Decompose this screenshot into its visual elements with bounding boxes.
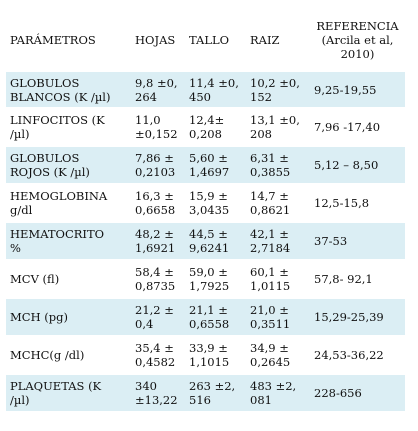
row-tallo: 59,0 ± 1,7925: [185, 261, 246, 297]
row-parameter: MCV (fl): [6, 261, 131, 297]
row-referencia: 12,5-15,8: [310, 185, 405, 221]
row-tallo: 11,4 ±0, 450: [185, 72, 246, 107]
header-parametros: PARÁMETROS: [6, 10, 131, 70]
row-parameter: HEMOGLOBINA g/dl: [6, 185, 131, 221]
row-parameter: GLOBULOS BLANCOS (K /µl): [6, 72, 131, 107]
table-row: PLAQUETAS (K /µl) 340 ±13,22 263 ±2, 516…: [6, 375, 405, 411]
row-referencia: 57,8- 92,1: [310, 261, 405, 297]
row-tallo: 5,60 ± 1,4697: [185, 147, 246, 183]
table-row: MCH (pg) 21,2 ± 0,4 21,1 ± 0,6558 21,0 ±…: [6, 299, 405, 335]
table-row: MCV (fl) 58,4 ± 0,8735 59,0 ± 1,7925 60,…: [6, 261, 405, 297]
row-tallo: 44,5 ± 9,6241: [185, 223, 246, 259]
row-hojas: 48,2 ± 1,6921: [131, 223, 185, 259]
parameters-table: PARÁMETROS HOJAS TALLO RAIZ REFERENCIA (…: [6, 8, 405, 413]
row-tallo: 12,4± 0,208: [185, 109, 246, 145]
row-tallo: 15,9 ± 3,0435: [185, 185, 246, 221]
row-parameter: LINFOCITOS (K /µl): [6, 109, 131, 145]
row-raiz: 14,7 ± 0,8621: [246, 185, 310, 221]
row-parameter: GLOBULOS ROJOS (K /µl): [6, 147, 131, 183]
row-raiz: 34,9 ± 0,2645: [246, 337, 310, 373]
row-hojas: 21,2 ± 0,4: [131, 299, 185, 335]
row-raiz: 6,31 ± 0,3855: [246, 147, 310, 183]
row-parameter: PLAQUETAS (K /µl): [6, 375, 131, 411]
row-tallo: 21,1 ± 0,6558: [185, 299, 246, 335]
header-hojas: HOJAS: [131, 10, 185, 70]
row-hojas: 35,4 ± 0,4582: [131, 337, 185, 373]
row-parameter: MCHC(g /dl): [6, 337, 131, 373]
row-parameter: MCH (pg): [6, 299, 131, 335]
header-raiz: RAIZ: [246, 10, 310, 70]
row-referencia: 5,12 – 8,50: [310, 147, 405, 183]
row-referencia: 9,25-19,55: [310, 72, 405, 107]
row-hojas: 9,8 ±0, 264: [131, 72, 185, 107]
table-row: HEMATOCRITO % 48,2 ± 1,6921 44,5 ± 9,624…: [6, 223, 405, 259]
table-row: GLOBULOS ROJOS (K /µl) 7,86 ± 0,2103 5,6…: [6, 147, 405, 183]
row-referencia: 24,53-36,22: [310, 337, 405, 373]
row-tallo: 33,9 ± 1,1015: [185, 337, 246, 373]
row-raiz: 60,1 ± 1,0115: [246, 261, 310, 297]
row-hojas: 16,3 ± 0,6658: [131, 185, 185, 221]
header-tallo: TALLO: [185, 10, 246, 70]
row-referencia: 228-656: [310, 375, 405, 411]
table-row: GLOBULOS BLANCOS (K /µl) 9,8 ±0, 264 11,…: [6, 72, 405, 107]
row-raiz: 42,1 ± 2,7184: [246, 223, 310, 259]
header-referencia: REFERENCIA (Arcila et al, 2010): [310, 10, 405, 70]
row-parameter: HEMATOCRITO %: [6, 223, 131, 259]
row-raiz: 10,2 ±0, 152: [246, 72, 310, 107]
table-row: HEMOGLOBINA g/dl 16,3 ± 0,6658 15,9 ± 3,…: [6, 185, 405, 221]
row-hojas: 11,0 ±0,152: [131, 109, 185, 145]
row-tallo: 263 ±2, 516: [185, 375, 246, 411]
row-referencia: 15,29-25,39: [310, 299, 405, 335]
row-raiz: 483 ±2, 081: [246, 375, 310, 411]
table-row: LINFOCITOS (K /µl) 11,0 ±0,152 12,4± 0,2…: [6, 109, 405, 145]
row-hojas: 340 ±13,22: [131, 375, 185, 411]
row-raiz: 21,0 ± 0,3511: [246, 299, 310, 335]
table-row: MCHC(g /dl) 35,4 ± 0,4582 33,9 ± 1,1015 …: [6, 337, 405, 373]
row-referencia: 37-53: [310, 223, 405, 259]
table-header-row: PARÁMETROS HOJAS TALLO RAIZ REFERENCIA (…: [6, 10, 405, 70]
row-raiz: 13,1 ±0, 208: [246, 109, 310, 145]
row-referencia: 7,96 -17,40: [310, 109, 405, 145]
row-hojas: 58,4 ± 0,8735: [131, 261, 185, 297]
row-hojas: 7,86 ± 0,2103: [131, 147, 185, 183]
